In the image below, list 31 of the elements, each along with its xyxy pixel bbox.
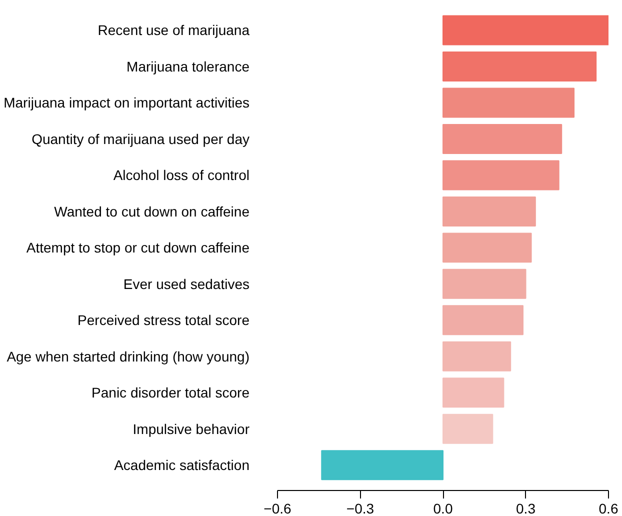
- y-tick-label: Recent use of marijuana: [98, 22, 250, 38]
- y-tick-label: Alcohol loss of control: [113, 167, 250, 184]
- x-tick-label: 0.6: [598, 500, 618, 516]
- y-tick-label: Wanted to cut down on caffeine: [54, 203, 250, 220]
- y-tick-label: Academic satisfaction: [114, 457, 250, 474]
- bar: [442, 88, 575, 118]
- x-tick-label: 0.3: [516, 500, 536, 516]
- bar: [442, 268, 526, 299]
- y-tick-label: Quantity of marijuana used per day: [32, 130, 250, 147]
- bar: [442, 305, 524, 336]
- y-tick-label: Age when started drinking (how young): [6, 348, 250, 364]
- bar: [442, 160, 560, 190]
- bar: [442, 124, 562, 154]
- y-tick-label: Marijuana tolerance: [126, 58, 250, 74]
- x-tick-label: −0.6: [264, 500, 292, 516]
- bar: [442, 378, 504, 408]
- x-tick-label: 0.0: [433, 500, 453, 516]
- x-tick-label: −0.3: [346, 500, 374, 516]
- y-tick-label: Attempt to stop or cut down caffeine: [26, 240, 250, 256]
- bar: [442, 15, 608, 46]
- bar: [442, 341, 512, 372]
- bar: [442, 51, 597, 82]
- y-tick-label: Perceived stress total score: [78, 312, 250, 328]
- bar: [442, 196, 536, 226]
- bar: [321, 450, 444, 480]
- bar: [442, 414, 494, 444]
- y-tick-label: Impulsive behavior: [132, 420, 250, 437]
- y-tick-label: Panic disorder total score: [92, 384, 250, 401]
- y-tick-label: Marijuana impact on important activities: [4, 94, 250, 111]
- y-tick-label: Ever used sedatives: [123, 276, 250, 292]
- bar: [442, 232, 532, 263]
